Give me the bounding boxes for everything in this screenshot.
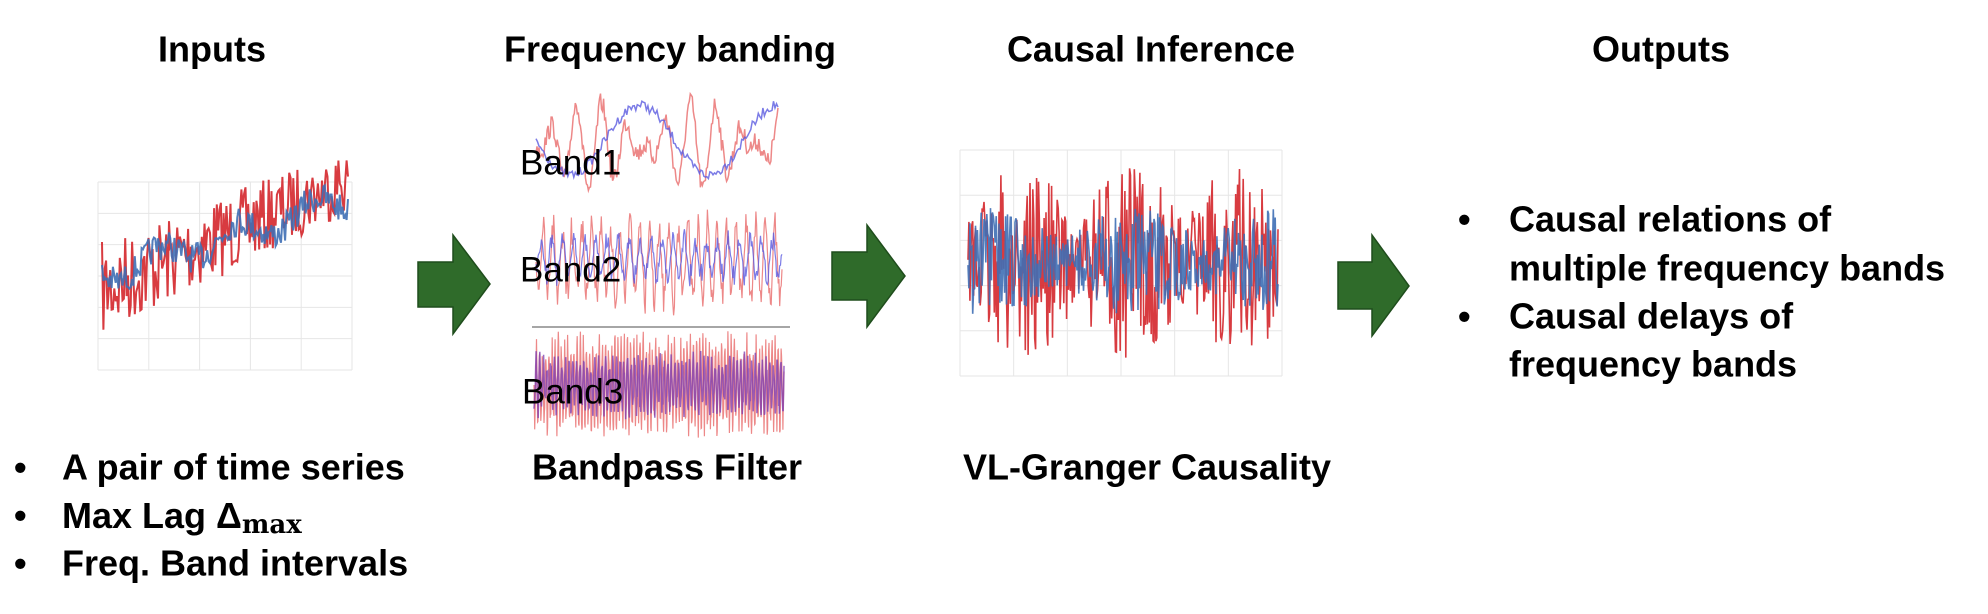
list-item: Causal delays of xyxy=(1509,296,1794,337)
list-item: multiple frequency bands xyxy=(1509,248,1945,289)
arrow xyxy=(831,222,906,330)
subscript: max xyxy=(242,510,302,540)
arrow xyxy=(1337,232,1410,339)
column-title: Outputs xyxy=(1592,29,1730,70)
signal xyxy=(533,331,785,438)
bullet: • xyxy=(14,447,27,488)
band-label: Band1 xyxy=(520,143,621,182)
input-list: • A pair of time series • Max Lag Δmax •… xyxy=(14,447,408,584)
signal xyxy=(535,209,783,316)
signal xyxy=(535,91,779,194)
column-title: Causal Inference xyxy=(1007,29,1295,70)
signal xyxy=(533,350,785,420)
signal xyxy=(967,208,1279,314)
bullet: • xyxy=(14,543,27,584)
band-plots xyxy=(533,91,785,438)
list-item: Causal relations of xyxy=(1509,199,1832,240)
column-title: Inputs xyxy=(158,29,266,70)
band-label: Band2 xyxy=(520,250,621,289)
bullet: • xyxy=(14,495,27,536)
bullet: • xyxy=(1458,199,1471,240)
list-item: Freq. Band intervals xyxy=(62,543,408,584)
list-item: Max Lag Δmax xyxy=(62,495,302,540)
signal xyxy=(101,183,349,291)
caption: VL-Granger Causality xyxy=(963,447,1331,488)
caption: Bandpass Filter xyxy=(532,447,802,488)
input-plot xyxy=(97,160,353,371)
arrow xyxy=(417,232,491,337)
list-item-text: Max Lag Δ xyxy=(62,495,242,536)
signal xyxy=(535,229,783,287)
bullet: • xyxy=(1458,296,1471,337)
band-label: Band3 xyxy=(522,372,623,411)
list-item: A pair of time series xyxy=(62,447,405,488)
signal xyxy=(535,100,779,181)
output-list: • Causal relations of multiple frequency… xyxy=(1458,199,1945,385)
list-item: frequency bands xyxy=(1509,344,1797,385)
signal xyxy=(967,168,1279,358)
column-title: Frequency banding xyxy=(504,29,836,70)
causal-plot xyxy=(959,149,1283,377)
signal xyxy=(101,160,349,330)
